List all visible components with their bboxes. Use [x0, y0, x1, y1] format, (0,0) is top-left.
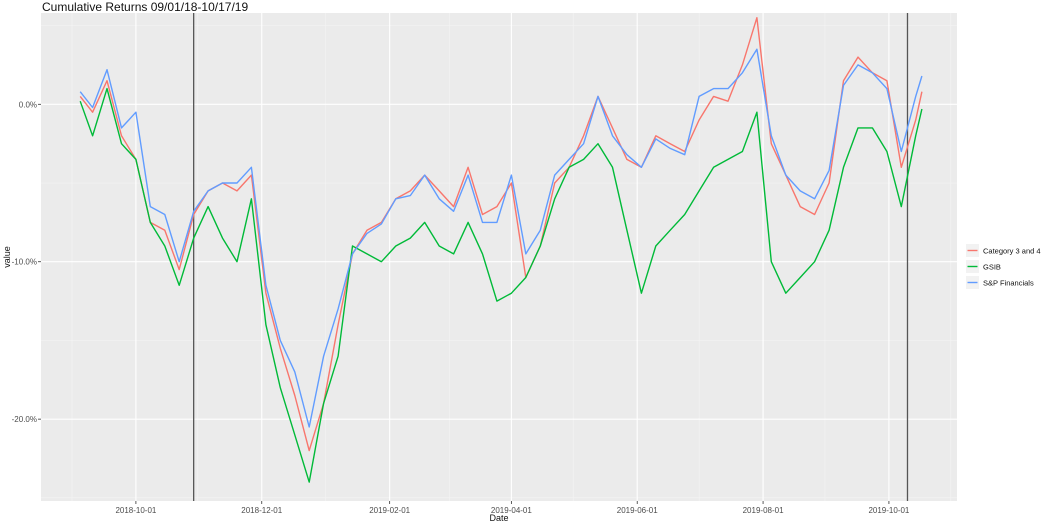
x-tick-label: 2019-04-01	[491, 506, 532, 515]
y-tick-label: -20.0%	[12, 415, 37, 424]
legend-label: Category 3 and 4	[983, 247, 1041, 256]
x-axis: 2018-10-01 2018-12-01 2019-02-01 2019-04-01…	[115, 501, 910, 515]
legend: Category 3 and 4 GSIB S&P Financials	[966, 244, 1041, 289]
legend-label: GSIB	[983, 263, 1001, 272]
legend-label: S&P Financials	[983, 279, 1034, 288]
major-gridlines	[41, 13, 957, 501]
series-lines	[79, 17, 923, 483]
x-axis-title: Date	[489, 513, 508, 523]
x-tick-label: 2019-06-01	[617, 506, 658, 515]
y-tick-label: -10.0%	[12, 258, 37, 267]
x-tick-label: 2019-02-01	[369, 506, 410, 515]
reference-lines	[193, 13, 909, 501]
chart-title: Cumulative Returns 09/01/18-10/17/19	[42, 0, 249, 14]
x-tick-label: 2019-10-01	[868, 506, 909, 515]
x-tick-label: 2019-08-01	[743, 506, 784, 515]
y-axis-title: value	[2, 246, 12, 268]
series-line	[79, 87, 923, 483]
series-line	[79, 48, 923, 428]
x-tick-label: 2018-12-01	[241, 506, 282, 515]
y-axis: 0.0% -10.0% -20.0%	[12, 100, 41, 424]
y-tick-label: 0.0%	[19, 100, 37, 109]
x-tick-label: 2018-10-01	[115, 506, 156, 515]
